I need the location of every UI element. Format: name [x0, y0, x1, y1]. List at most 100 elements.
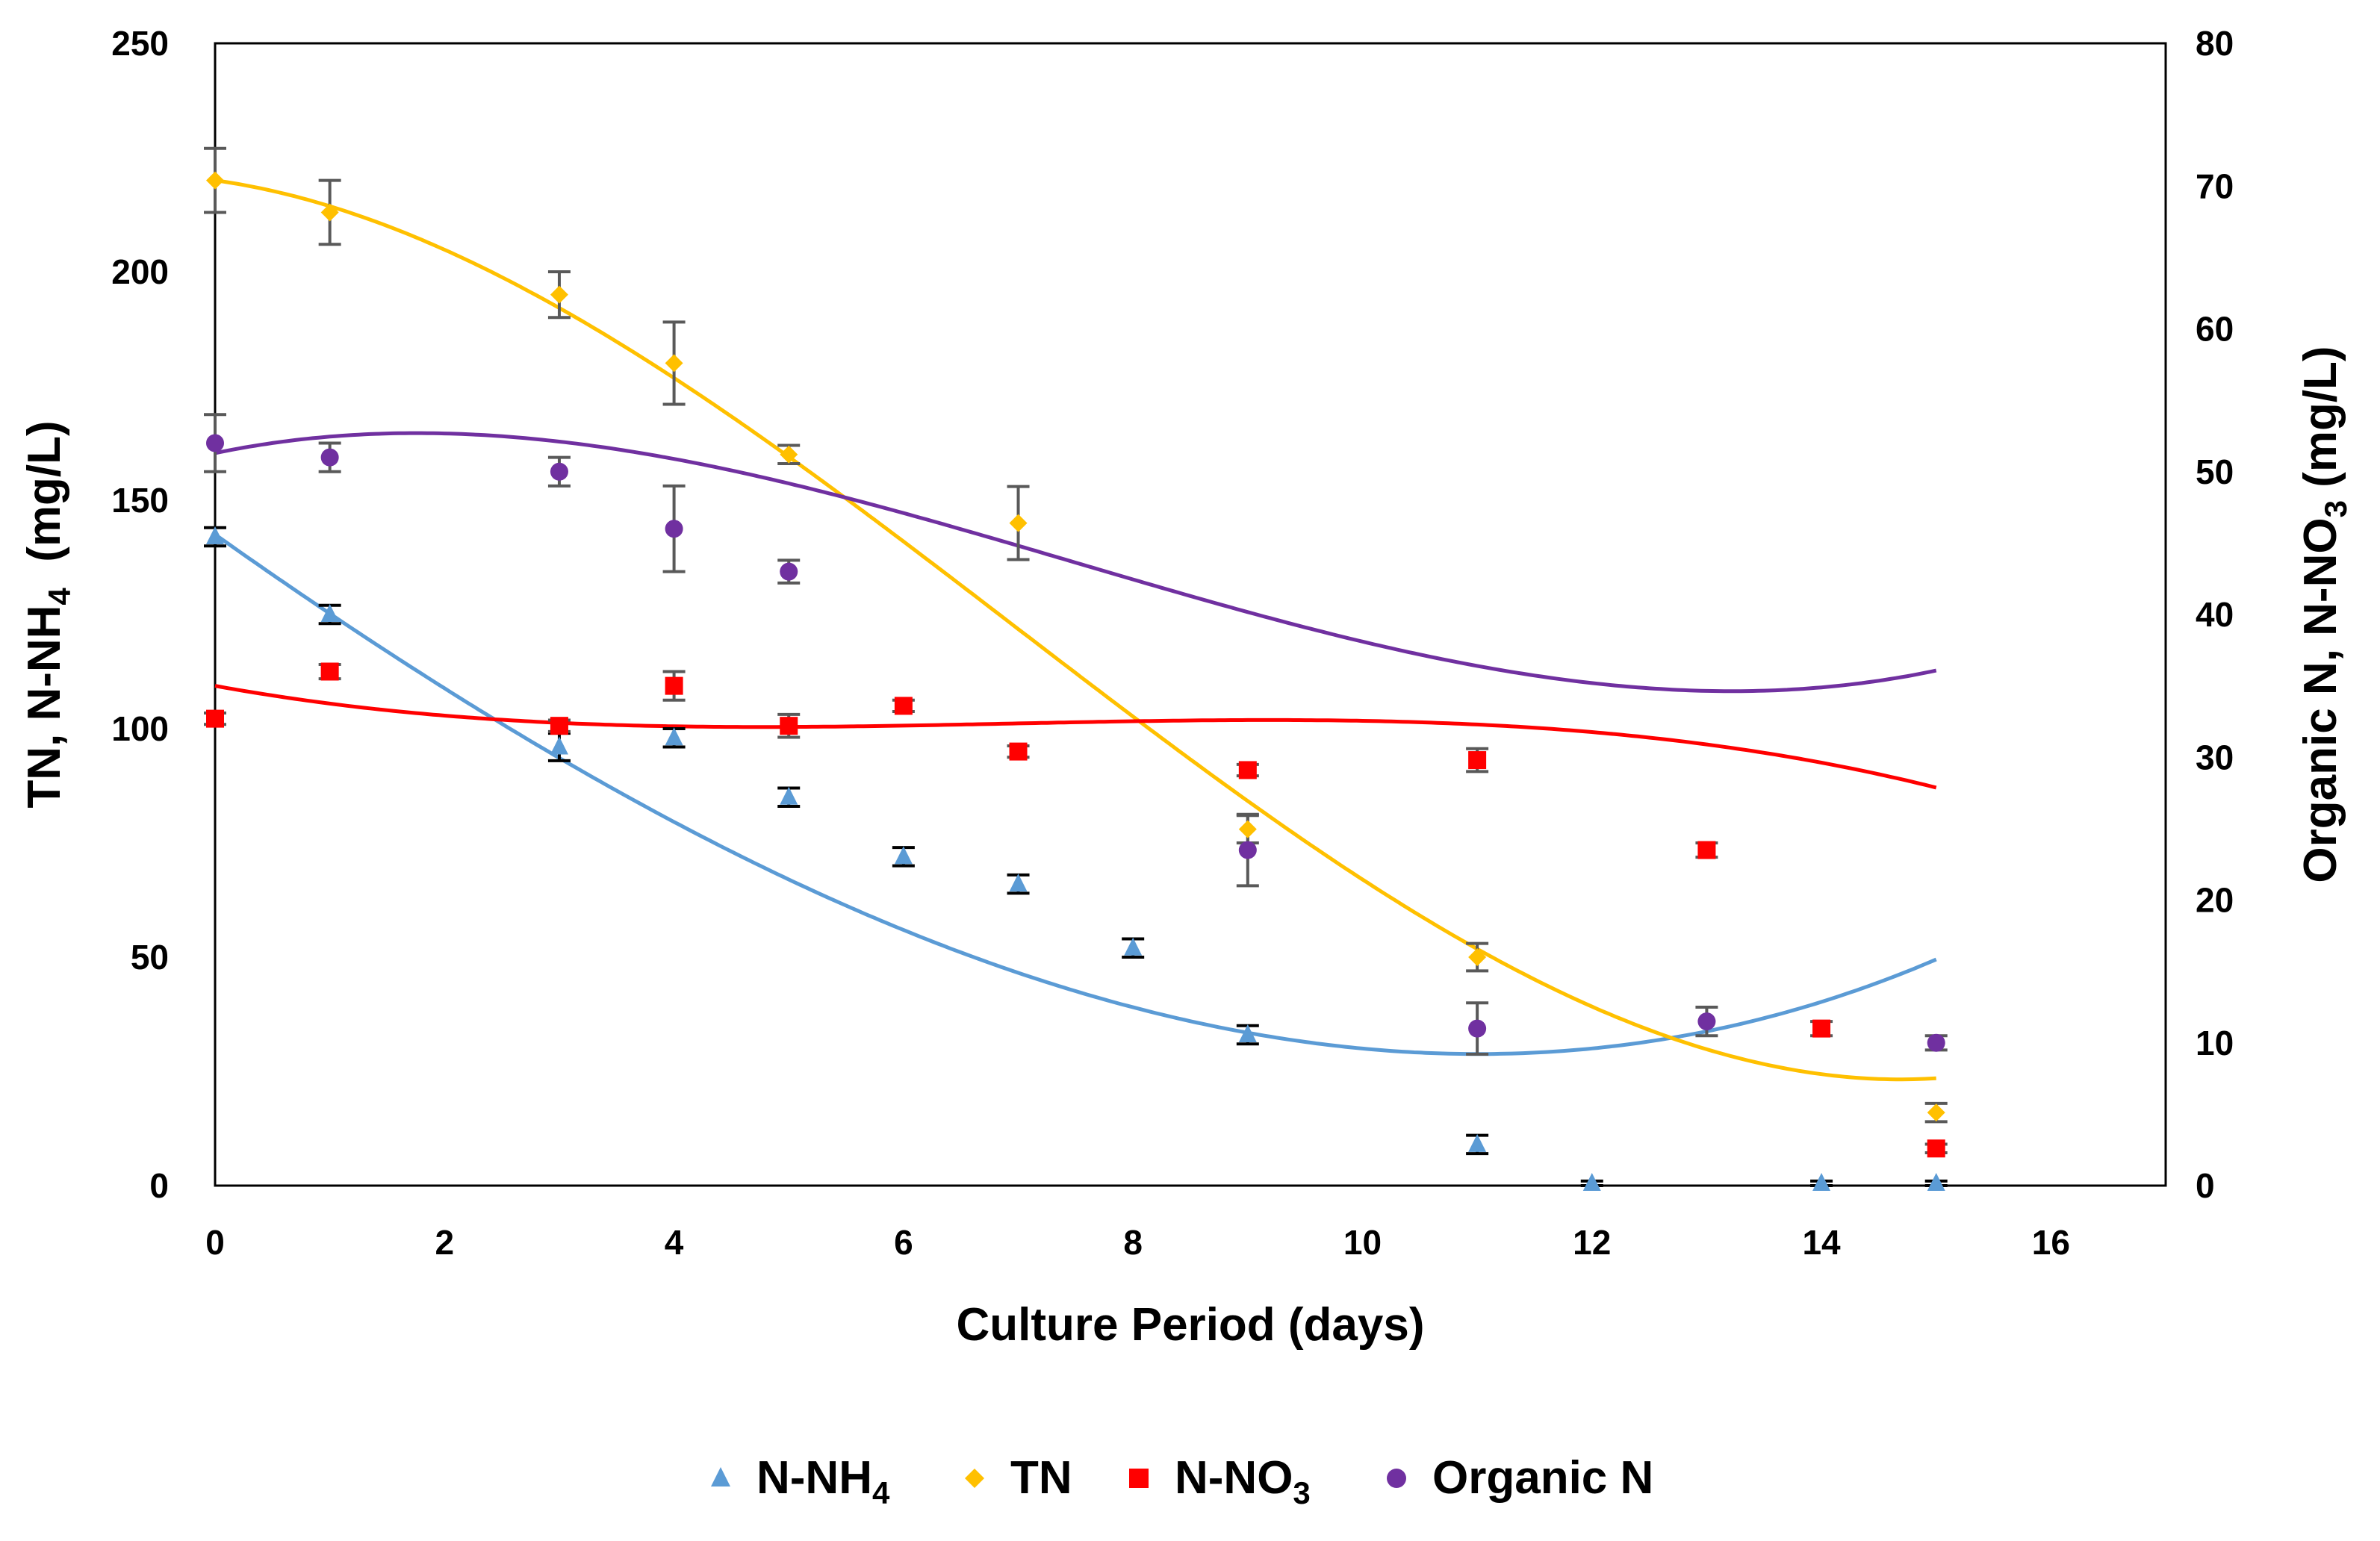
tn-point [1238, 820, 1257, 838]
y-left-title-unit: (mg/L) [19, 420, 70, 588]
y-right-tick-label: 20 [2196, 881, 2234, 920]
x-tick-label: 8 [1123, 1223, 1143, 1262]
y-axis-right-title: Organic N, N-NO3 (mg/L) [2295, 346, 2353, 882]
nh4-point [780, 786, 798, 805]
tn-point [206, 171, 224, 190]
no3-legend-marker [1129, 1469, 1149, 1488]
tn-point [320, 203, 339, 222]
orgn-point [780, 562, 798, 581]
tn-legend-marker [965, 1469, 984, 1488]
y-left-tick-label: 0 [149, 1166, 169, 1205]
nh4-point [1468, 1133, 1487, 1152]
nh4-point [206, 526, 224, 544]
tn-point [550, 285, 568, 304]
y-right-tick-label: 60 [2196, 310, 2234, 349]
trendlines [214, 178, 1937, 1082]
nh4-point [1238, 1024, 1257, 1043]
nh4-point [1582, 1172, 1601, 1191]
nh4-point [665, 727, 683, 746]
y-right-tick-label: 30 [2196, 738, 2234, 776]
orgn-legend-name: Organic N [1432, 1452, 1653, 1504]
no3-point [665, 676, 683, 695]
no3-point [1009, 742, 1028, 761]
orgn-point [1238, 841, 1257, 859]
y-axis-left-title: TN, N-NH4 (mg/L) [19, 420, 77, 808]
tn-point [1927, 1103, 1945, 1122]
tn-legend-name: TN [1010, 1452, 1072, 1504]
nh4-point [550, 736, 568, 755]
x-tick-label: 16 [2032, 1223, 2070, 1262]
nh4-point [1812, 1172, 1831, 1191]
y-right-title-sub: 3 [2318, 500, 2353, 517]
no3-legend-name: N-NO [1175, 1452, 1293, 1504]
nh4-legend-sub: 4 [872, 1475, 890, 1510]
y-right-tick-label: 70 [2196, 166, 2234, 205]
y-left-tick-label: 150 [111, 481, 169, 520]
orgn-point [550, 462, 568, 481]
no3-point [206, 709, 224, 728]
error-bars [204, 146, 1948, 1187]
tn-point [1009, 514, 1028, 532]
y-right-tick-label: 80 [2196, 24, 2234, 63]
y-left-tick-label: 50 [131, 938, 169, 977]
y-left-title-main: TN, N-NH [19, 605, 70, 809]
x-tick-label: 12 [1573, 1223, 1611, 1262]
tn-point [1468, 948, 1487, 966]
no3-point [780, 717, 798, 735]
no3-legend-sub: 3 [1293, 1475, 1310, 1510]
y-right-title-unit: (mg/L) [2295, 346, 2346, 500]
tn-point [780, 445, 798, 464]
tn-point [665, 354, 683, 373]
y-right-tick-label: 10 [2196, 1024, 2234, 1062]
no3-point [1468, 751, 1487, 770]
no3-legend-label: N-NO3 [1175, 1452, 1311, 1510]
no3-point [894, 697, 913, 715]
y-left-tick-label: 200 [111, 252, 169, 291]
orgn-point [320, 448, 339, 467]
nh4-legend-marker [711, 1467, 730, 1486]
tn-trendline [214, 178, 1936, 1082]
orgn-legend-marker [1387, 1469, 1406, 1488]
x-tick-label: 6 [894, 1223, 913, 1262]
nh4-legend-label: N-NH4 [756, 1452, 890, 1510]
y-right-tick-label: 50 [2196, 452, 2234, 491]
legend: N-NH4 TN N-NO3 Organic N [711, 1452, 1653, 1510]
no3-point [550, 717, 568, 735]
y-left-tick-label: 250 [111, 24, 169, 63]
nh4-point [1927, 1172, 1945, 1191]
orgn-point [1697, 1012, 1716, 1031]
no3-point [1927, 1139, 1945, 1158]
x-tick-label: 4 [665, 1223, 684, 1262]
plot-area [214, 42, 2167, 1187]
no3-point [1812, 1019, 1831, 1038]
orgn-trendline [214, 431, 1937, 694]
y-right-tick-label: 0 [2196, 1166, 2215, 1205]
no3-point [1238, 761, 1257, 779]
nh4-point [894, 846, 913, 865]
orgn-point [206, 434, 224, 452]
data-markers [206, 171, 1945, 1191]
axis-ticks: 0 2 4 6 8 10 12 14 16 0 50 100 150 200 250 0 10 20 30 40 50 6… [111, 24, 2234, 1262]
nh4-legend-name: N-NH [756, 1452, 872, 1504]
y-left-tick-label: 100 [111, 709, 169, 748]
orgn-legend-label: Organic N [1432, 1452, 1653, 1504]
x-tick-label: 2 [435, 1223, 454, 1262]
x-tick-label: 10 [1343, 1223, 1382, 1262]
nh4-point [1124, 937, 1143, 956]
nh4-point [1009, 874, 1028, 892]
nh4-trendline [214, 532, 1937, 1056]
no3-point [1697, 841, 1716, 859]
x-tick-label: 14 [1802, 1223, 1841, 1262]
tn-legend-label: TN [1010, 1452, 1072, 1504]
no3-trendline [214, 684, 1937, 790]
y-right-tick-label: 40 [2196, 595, 2234, 634]
x-axis-title: Culture Period (days) [957, 1299, 1425, 1351]
orgn-point [1468, 1019, 1487, 1038]
x-tick-label: 0 [205, 1223, 225, 1262]
nh4-point [320, 604, 339, 622]
orgn-point [1927, 1033, 1945, 1052]
no3-point [320, 662, 339, 681]
y-left-title-sub: 4 [42, 588, 77, 605]
y-right-title-main: Organic N, N-NO [2295, 517, 2346, 882]
